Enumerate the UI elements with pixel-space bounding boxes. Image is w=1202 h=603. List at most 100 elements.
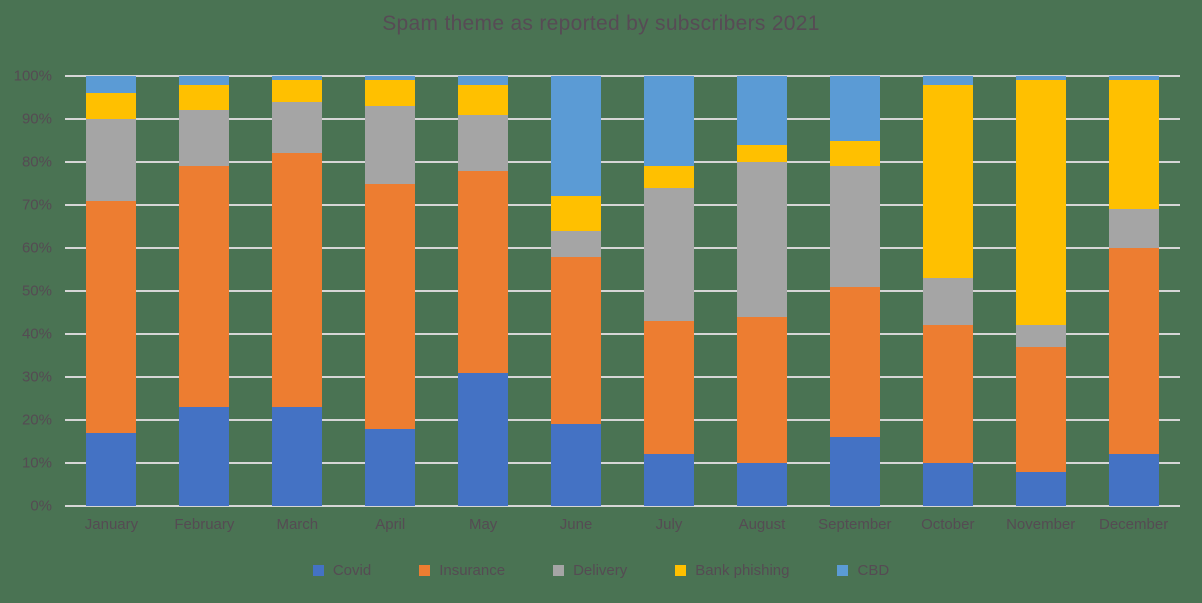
- legend-swatch-insurance: [419, 565, 431, 576]
- bar-segment-april-cbd: [365, 76, 416, 81]
- bar-segment-july-covid: [643, 454, 694, 506]
- bar-segment-september-bank-phishing: [829, 140, 880, 167]
- legend-item-cbd: CBD: [837, 562, 889, 579]
- legend-item-insurance: Insurance: [419, 562, 505, 579]
- bar-segment-november-bank-phishing: [1015, 80, 1066, 326]
- bar-column-november: [994, 76, 1087, 506]
- bar-segment-august-cbd: [736, 76, 787, 145]
- bar-column-july: [623, 76, 716, 506]
- stacked-bar-july: [643, 76, 694, 506]
- bar-segment-october-delivery: [922, 278, 973, 326]
- bar-segment-july-insurance: [643, 321, 694, 455]
- bar-segment-may-delivery: [458, 114, 509, 171]
- bar-segment-july-cbd: [643, 76, 694, 167]
- x-axis-tick-may: May: [468, 516, 498, 533]
- bar-segment-june-cbd: [551, 76, 602, 197]
- stacked-bar-october: [922, 76, 973, 506]
- bar-segment-march-covid: [272, 407, 323, 506]
- x-axis-tick-december: December: [1099, 516, 1169, 533]
- bar-segment-march-cbd: [272, 76, 323, 81]
- y-axis-tick-90pct: 90%: [21, 110, 52, 128]
- bar-segment-july-delivery: [643, 187, 694, 322]
- stacked-bar-may: [458, 76, 509, 506]
- bar-segment-july-bank-phishing: [643, 166, 694, 188]
- x-axis-tick-september: September: [818, 516, 892, 533]
- bar-segment-january-covid: [86, 432, 137, 506]
- gridline-20pct: [65, 419, 1180, 421]
- stacked-bar-june: [551, 76, 602, 506]
- bar-segment-november-delivery: [1015, 325, 1066, 347]
- stacked-bar-march: [272, 76, 323, 506]
- stacked-bar-september: [829, 76, 880, 506]
- bar-segment-september-insurance: [829, 286, 880, 438]
- y-axis-tick-40pct: 40%: [21, 325, 52, 343]
- y-axis-tick-50pct: 50%: [21, 282, 52, 300]
- x-axis-tick-november: November: [1006, 516, 1076, 533]
- gridline-100pct: [65, 75, 1180, 77]
- bar-column-march: [251, 76, 344, 506]
- y-axis-tick-0pct: 0%: [30, 497, 52, 515]
- chart-title: Spam theme as reported by subscribers 20…: [382, 12, 820, 35]
- bar-segment-november-cbd: [1015, 76, 1066, 81]
- x-axis-tick-august: August: [738, 516, 786, 533]
- gridline-90pct: [65, 118, 1180, 120]
- bar-segment-january-delivery: [86, 119, 137, 201]
- bar-segment-february-cbd: [179, 76, 230, 85]
- bar-column-may: [437, 76, 530, 506]
- stacked-bar-february: [179, 76, 230, 506]
- stacked-bar-august: [736, 76, 787, 506]
- bar-segment-october-insurance: [922, 325, 973, 463]
- bar-segment-june-bank-phishing: [551, 196, 602, 231]
- bar-column-december: [1087, 76, 1180, 506]
- bar-segment-december-bank-phishing: [1108, 80, 1159, 210]
- bar-segment-may-covid: [458, 372, 509, 506]
- bar-column-september: [808, 76, 901, 506]
- gridline-50pct: [65, 290, 1180, 292]
- x-axis-tick-october: October: [921, 516, 975, 533]
- bar-segment-february-delivery: [179, 110, 230, 167]
- gridline-0pct: [65, 505, 1180, 507]
- y-axis: 0% 10% 20% 30% 40% 50% 60% 70% 80% 90% 100%: [0, 68, 58, 515]
- legend-item-bank-phishing: Bank phishing: [675, 562, 789, 579]
- legend-item-covid: Covid: [312, 562, 371, 579]
- gridline-10pct: [65, 462, 1180, 464]
- plot-area: [65, 75, 1180, 507]
- bar-segment-december-delivery: [1108, 209, 1159, 249]
- bar-segment-august-bank-phishing: [736, 144, 787, 163]
- bar-segment-september-cbd: [829, 76, 880, 141]
- bar-column-february: [158, 76, 251, 506]
- bar-segment-march-bank-phishing: [272, 80, 323, 102]
- y-axis-tick-10pct: 10%: [21, 454, 52, 472]
- x-axis-tick-april: April: [375, 516, 406, 533]
- legend-label-delivery: Delivery: [573, 562, 628, 579]
- bar-segment-october-bank-phishing: [922, 84, 973, 279]
- gridline-60pct: [65, 247, 1180, 249]
- y-axis-tick-20pct: 20%: [21, 411, 52, 429]
- bar-segment-december-covid: [1108, 454, 1159, 506]
- x-axis-tick-june: June: [559, 516, 593, 533]
- gridline-40pct: [65, 333, 1180, 335]
- bar-column-october: [901, 76, 994, 506]
- y-axis-tick-80pct: 80%: [21, 153, 52, 171]
- stacked-bar-january: [86, 76, 137, 506]
- bar-column-june: [530, 76, 623, 506]
- bar-segment-august-delivery: [736, 162, 787, 317]
- y-axis-tick-60pct: 60%: [21, 239, 52, 257]
- legend-swatch-cbd: [837, 565, 849, 576]
- bar-segment-april-covid: [365, 428, 416, 506]
- bars: [65, 76, 1180, 506]
- bar-segment-may-cbd: [458, 76, 509, 85]
- gridline-80pct: [65, 161, 1180, 163]
- bar-segment-january-cbd: [86, 76, 137, 94]
- bar-segment-june-insurance: [551, 256, 602, 425]
- bar-segment-december-cbd: [1108, 76, 1159, 81]
- bar-segment-august-insurance: [736, 316, 787, 463]
- bar-segment-april-insurance: [365, 183, 416, 429]
- bar-segment-november-insurance: [1015, 346, 1066, 472]
- bar-segment-march-insurance: [272, 153, 323, 408]
- bar-segment-december-insurance: [1108, 248, 1159, 455]
- bar-segment-february-insurance: [179, 166, 230, 408]
- bar-column-august: [715, 76, 808, 506]
- legend-label-cbd: CBD: [857, 562, 890, 579]
- bar-segment-may-bank-phishing: [458, 84, 509, 115]
